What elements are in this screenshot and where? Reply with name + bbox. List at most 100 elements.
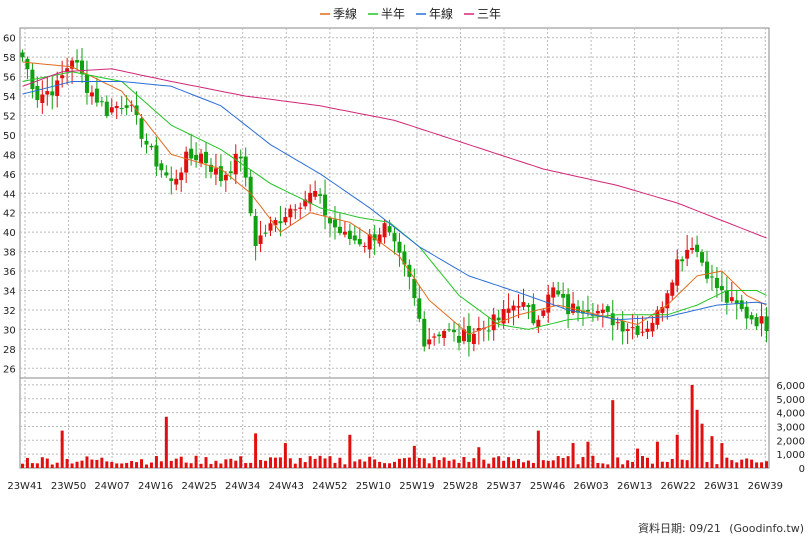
volume-bar-72 [378, 461, 382, 468]
volume-bar-117 [601, 463, 605, 468]
x-tick-label-1: 23W50 [51, 481, 86, 492]
candle-body-127 [650, 322, 655, 332]
legend-label-3: 三年 [477, 7, 501, 21]
candle-body-33 [184, 151, 189, 173]
candle-body-77 [402, 251, 407, 265]
volume-bar-71 [373, 459, 377, 468]
candle-body-123 [630, 327, 635, 329]
candle-body-124 [635, 325, 640, 335]
price-tick-label-6: 38 [3, 248, 16, 259]
volume-bar-48 [259, 459, 263, 468]
candle-body-113 [580, 310, 585, 314]
volume-bar-75 [393, 461, 396, 468]
volume-bar-87 [452, 459, 456, 468]
candle-body-83 [432, 336, 437, 338]
volume-tick-label-3: 3,000 [776, 422, 805, 433]
volume-bar-67 [353, 461, 357, 468]
volume-bar-89 [462, 456, 466, 468]
candle-body-17 [104, 101, 109, 116]
volume-bar-41 [224, 459, 228, 468]
volume-bar-142 [725, 457, 729, 468]
volume-bar-49 [264, 460, 268, 468]
volume-bar-7 [55, 462, 59, 468]
volume-tick-label-6: 6,000 [776, 381, 805, 392]
candle-body-14 [89, 92, 94, 97]
volume-bar-12 [80, 460, 84, 468]
volume-bar-60 [318, 455, 322, 468]
candle-body-88 [456, 335, 461, 343]
candle-body-110 [566, 294, 571, 315]
volume-bar-104 [536, 430, 540, 468]
candle-body-75 [392, 233, 397, 242]
x-tick-label-14: 26W13 [617, 481, 652, 492]
candle-body-79 [412, 278, 417, 299]
volume-bar-130 [665, 461, 669, 468]
candle-body-53 [283, 217, 288, 223]
price-tick-label-13: 52 [3, 112, 16, 123]
volume-bar-119 [611, 400, 615, 468]
volume-bar-6 [50, 464, 54, 468]
candle-body-136 [695, 244, 700, 252]
volume-bar-74 [388, 463, 392, 468]
legend-label-1: 半年 [381, 7, 405, 21]
price-tick-label-0: 26 [3, 364, 16, 375]
candle-body-94 [486, 330, 491, 332]
volume-bar-94 [487, 463, 491, 468]
candle-body-87 [452, 329, 457, 333]
candle-body-149 [759, 316, 764, 324]
candle-body-146 [744, 306, 749, 319]
candle-body-39 [213, 168, 218, 175]
volume-bar-36 [199, 463, 203, 468]
volume-bar-108 [556, 456, 560, 468]
ma-line-0 [22, 61, 767, 335]
volume-bar-101 [521, 462, 525, 468]
candle-body-37 [204, 151, 209, 164]
price-tick-label-5: 36 [3, 267, 16, 278]
candle-body-132 [675, 259, 680, 286]
x-tick-label-12: 25W46 [530, 481, 565, 492]
candle-body-47 [253, 215, 258, 246]
volume-bar-73 [383, 463, 387, 468]
volume-bar-97 [502, 460, 506, 468]
candle-body-133 [680, 259, 685, 262]
x-tick-label-13: 26W03 [573, 481, 608, 492]
candle-body-103 [531, 304, 536, 324]
x-tick-label-2: 24W07 [94, 481, 129, 492]
x-tick-label-11: 25W37 [486, 481, 521, 492]
x-tick-label-8: 25W10 [356, 481, 391, 492]
volume-bar-70 [368, 456, 372, 468]
candle-body-49 [263, 232, 268, 234]
candle-body-145 [739, 300, 744, 309]
volume-bar-47 [254, 433, 258, 468]
candle-body-65 [342, 231, 347, 235]
candle-body-30 [169, 178, 174, 181]
candle-body-117 [600, 309, 605, 313]
candle-body-60 [318, 194, 323, 196]
grid [19, 27, 770, 469]
legend-label-0: 季線 [333, 6, 357, 21]
volume-bar-83 [432, 456, 436, 468]
candle-body-34 [189, 148, 194, 159]
candle-body-129 [660, 307, 665, 313]
volume-bar-132 [675, 434, 679, 468]
volume-bar-99 [512, 460, 516, 468]
volume-bar-44 [239, 456, 243, 468]
candle-body-0 [20, 52, 25, 58]
volume-bar-146 [745, 458, 749, 468]
candle-body-142 [724, 290, 729, 303]
volume-bar-85 [442, 457, 446, 468]
candle-body-43 [233, 153, 238, 175]
candle-body-91 [471, 334, 476, 345]
candle-body-106 [546, 294, 551, 313]
volume-bar-88 [457, 462, 461, 468]
x-axis: 23W41 23W50 24W07 24W16 24W25 24W34 24W43 24W52… [7, 481, 783, 492]
candle-body-10 [70, 60, 75, 69]
volume-bar-35 [194, 455, 198, 468]
volume-bar-137 [700, 423, 704, 468]
candle-body-134 [685, 249, 690, 259]
volume-bar-120 [616, 457, 620, 468]
candle-body-46 [248, 176, 253, 214]
volume-bar-112 [576, 464, 580, 468]
volume-bar-55 [293, 463, 297, 468]
